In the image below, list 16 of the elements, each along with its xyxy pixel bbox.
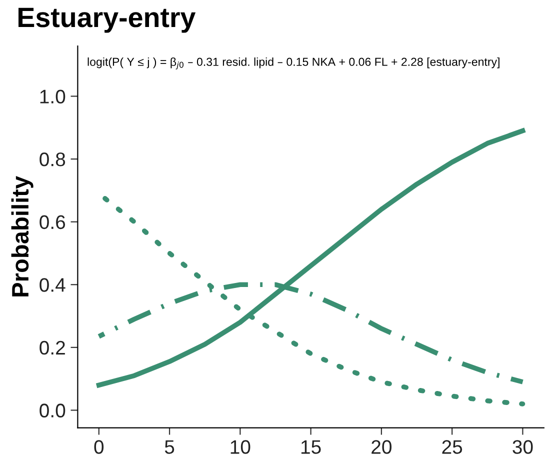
y-tick-label: 1.0 xyxy=(40,90,66,104)
x-tick-label: 0 xyxy=(94,440,104,454)
x-tick-label: 30 xyxy=(512,440,533,454)
y-tick-label: 0.6 xyxy=(40,215,66,230)
x-tick-label: 20 xyxy=(372,440,392,454)
y-axis-title: Probability xyxy=(11,176,34,296)
y-tick-label: 0.2 xyxy=(40,340,65,355)
x-tick-label: 5 xyxy=(164,440,174,454)
x-tick-label: 25 xyxy=(442,440,462,454)
y-tick-label: 0.4 xyxy=(40,278,66,292)
chart-title: Estuary-entry xyxy=(18,8,196,33)
x-tick-label: 10 xyxy=(230,440,250,454)
annotation: logit(P( Y ≤ j ) = β$_{j0}$ – 0.31 resid. lipid – 0.15 NKA + 0.06 FL + 2.28 [estuary-entry] xyxy=(88,57,500,70)
x-tick-label: 15 xyxy=(301,440,321,454)
y-tick-label: 0.8 xyxy=(40,152,66,166)
y-tick-label: 0.0 xyxy=(40,404,66,418)
